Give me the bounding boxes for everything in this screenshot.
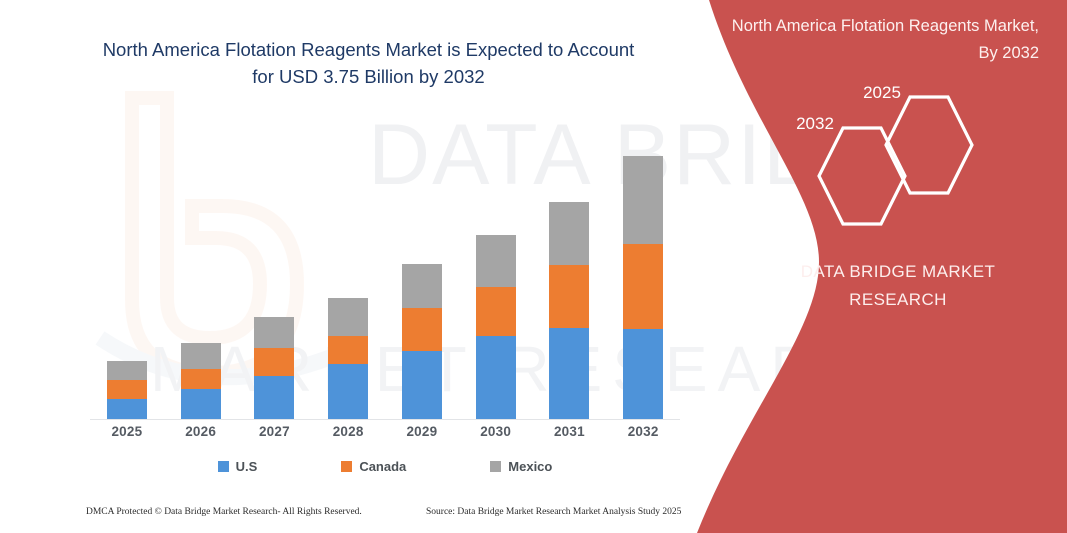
bar-segment-canada (401, 308, 442, 352)
bar-segment-us (549, 327, 590, 419)
chart-title: North America Flotation Reagents Market … (102, 39, 635, 87)
bar-segment-us (623, 329, 664, 419)
bar-segment-mexico (475, 234, 516, 288)
x-axis-labels: 2025 2026 2027 2028 2029 2030 2031 2032 (90, 424, 680, 446)
x-axis-label: 2031 (553, 424, 585, 439)
bar-column (164, 116, 238, 419)
bar-segment-canada (106, 380, 147, 399)
stacked-bar (106, 360, 147, 419)
bar-column (459, 116, 533, 419)
brand-name-line2: RESEARCH (849, 290, 947, 309)
bar-segment-mexico (549, 201, 590, 265)
footer-copyright: DMCA Protected © Data Bridge Market Rese… (86, 507, 362, 517)
bar-group (90, 116, 680, 419)
stacked-bar (254, 317, 295, 419)
bar-segment-canada (475, 287, 516, 337)
bar-segment-canada (180, 368, 221, 389)
legend-item-mexico[interactable]: Mexico (490, 459, 552, 474)
x-axis-label: 2026 (185, 424, 217, 439)
x-axis-label: 2029 (406, 424, 438, 439)
bar-column (311, 116, 385, 419)
legend-label: Mexico (508, 458, 553, 474)
stacked-bar (401, 264, 442, 419)
x-axis-line (90, 419, 680, 420)
stacked-bar (475, 234, 516, 419)
bar-segment-canada (623, 244, 664, 330)
bar-segment-us (254, 376, 295, 419)
stacked-bar (623, 156, 664, 419)
bar-segment-us (475, 336, 516, 419)
legend-swatch (217, 460, 229, 472)
bar-segment-mexico (328, 297, 369, 336)
bar-segment-mexico (623, 156, 664, 245)
bar-segment-us (401, 351, 442, 419)
stacked-bar (549, 201, 590, 419)
stacked-bar (180, 343, 221, 419)
bar-segment-mexico (254, 317, 295, 349)
brand-panel: North America Flotation Reagents Market,… (687, 0, 1067, 533)
brand-panel-content: North America Flotation Reagents Market,… (687, 0, 1067, 533)
footer-source: Source: Data Bridge Market Research Mark… (426, 507, 682, 517)
hexagon-badges: 2025 2032 (796, 83, 997, 226)
legend-swatch (490, 460, 502, 472)
panel-title: North America Flotation Reagents Market,… (731, 17, 1039, 62)
stacked-bar (328, 297, 369, 419)
legend-label: Canada (359, 458, 407, 474)
x-axis-label: 2027 (258, 424, 290, 439)
bar-column (606, 116, 680, 419)
bar-segment-us (328, 364, 369, 419)
bar-segment-canada (254, 348, 295, 377)
brand-panel-shape (697, 0, 1067, 533)
hexagon-outline-icon (817, 126, 907, 226)
hexagon-outline-icon (884, 95, 974, 195)
bar-segment-mexico (401, 264, 442, 309)
bar-segment-canada (549, 264, 590, 328)
chart-legend: U.S Canada Mexico (90, 455, 680, 477)
legend-item-us[interactable]: U.S (217, 458, 258, 474)
legend-swatch (341, 460, 353, 472)
bar-segment-mexico (180, 343, 221, 369)
brand-name: DATA BRIDGE MARKET RESEARCH (753, 258, 1043, 314)
brand-name-line1: DATA BRIDGE MARKET (800, 262, 996, 281)
x-axis-label: 2030 (480, 424, 512, 439)
legend-label: U.S (235, 458, 258, 474)
legend-item-canada[interactable]: Canada (341, 459, 406, 474)
bar-column (238, 116, 312, 419)
chart-plot-area (90, 110, 680, 420)
bar-segment-us (106, 398, 147, 419)
bar-segment-mexico (106, 360, 147, 381)
bar-column (90, 116, 164, 419)
bar-column (385, 116, 459, 419)
footer: DMCA Protected © Data Bridge Market Rese… (0, 505, 720, 527)
bar-segment-canada (328, 335, 369, 365)
x-axis-label: 2028 (332, 424, 364, 439)
x-axis-label: 2032 (627, 424, 659, 439)
bar-segment-us (180, 388, 221, 419)
bar-column (533, 116, 607, 419)
x-axis-label: 2025 (111, 424, 143, 439)
